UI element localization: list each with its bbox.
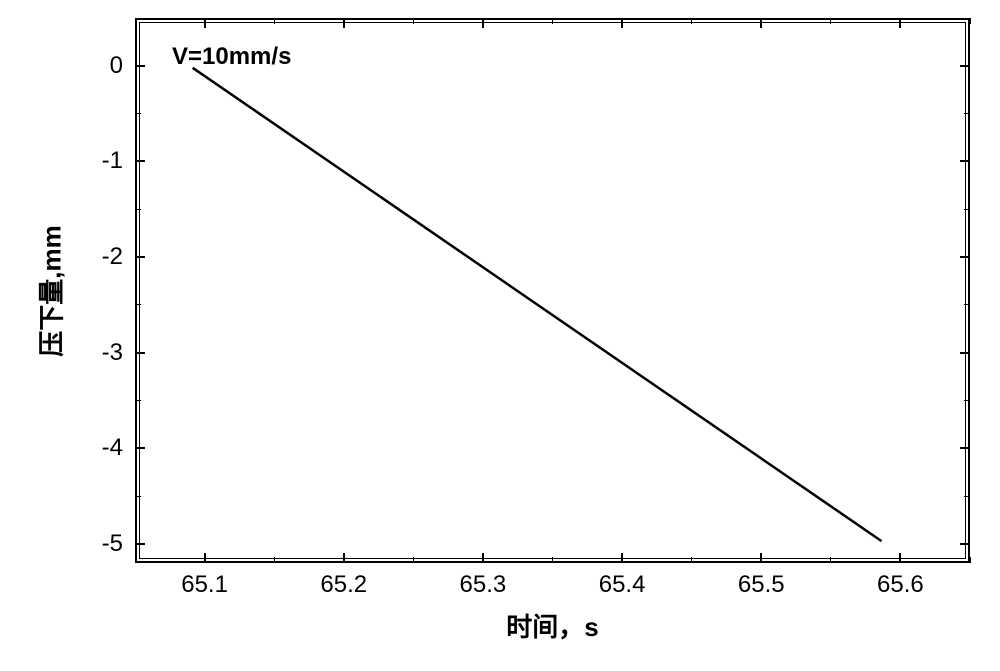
x-tick-minor	[691, 557, 692, 563]
x-tick-major	[204, 553, 206, 563]
x-tick-major-top	[899, 18, 901, 28]
x-tick-minor	[970, 557, 971, 563]
y-tick-minor	[135, 18, 141, 19]
y-tick-label: -5	[102, 530, 123, 558]
y-tick-minor-right	[964, 113, 970, 114]
plot-area: V=10mm/s	[135, 18, 970, 563]
x-tick-minor-top	[691, 18, 692, 24]
x-tick-major-top	[204, 18, 206, 28]
x-tick-label: 65.3	[460, 571, 507, 599]
y-tick-label: -4	[102, 434, 123, 462]
y-tick-major-right	[960, 65, 970, 67]
y-tick-major	[135, 543, 145, 545]
x-tick-major	[760, 553, 762, 563]
y-tick-major-right	[960, 447, 970, 449]
y-tick-minor-right	[964, 496, 970, 497]
y-tick-major	[135, 447, 145, 449]
y-tick-label: -1	[102, 147, 123, 175]
x-tick-minor	[552, 557, 553, 563]
x-tick-label: 65.2	[320, 571, 367, 599]
x-tick-minor-top	[274, 18, 275, 24]
x-tick-minor-top	[413, 18, 414, 24]
x-tick-minor	[135, 557, 136, 563]
x-tick-minor	[274, 557, 275, 563]
x-axis-label: 时间，s	[506, 607, 598, 644]
y-tick-major	[135, 256, 145, 258]
y-tick-label: 0	[110, 52, 123, 80]
x-tick-major	[899, 553, 901, 563]
y-tick-minor	[135, 209, 141, 210]
chart-data-line	[137, 20, 972, 565]
x-tick-label: 65.1	[181, 571, 228, 599]
x-tick-minor	[830, 557, 831, 563]
y-tick-major-right	[960, 256, 970, 258]
x-tick-major	[621, 553, 623, 563]
y-tick-label: -2	[102, 243, 123, 271]
x-tick-major-top	[482, 18, 484, 28]
y-tick-minor-right	[964, 209, 970, 210]
x-tick-major-top	[760, 18, 762, 28]
x-tick-major-top	[343, 18, 345, 28]
x-tick-major	[482, 553, 484, 563]
y-tick-major	[135, 65, 145, 67]
x-tick-major-top	[621, 18, 623, 28]
y-tick-major-right	[960, 352, 970, 354]
y-tick-major-right	[960, 543, 970, 545]
x-tick-minor-top	[135, 18, 136, 24]
x-tick-label: 65.6	[877, 571, 924, 599]
x-tick-label: 65.5	[738, 571, 785, 599]
y-tick-major	[135, 352, 145, 354]
y-tick-minor	[135, 496, 141, 497]
y-tick-minor-right	[964, 400, 970, 401]
y-tick-major	[135, 160, 145, 162]
y-tick-minor-right	[964, 304, 970, 305]
y-tick-major-right	[960, 160, 970, 162]
x-tick-minor-top	[970, 18, 971, 24]
y-tick-minor	[135, 113, 141, 114]
x-tick-label: 65.4	[599, 571, 646, 599]
y-tick-label: -3	[102, 339, 123, 367]
x-tick-minor	[413, 557, 414, 563]
y-tick-minor-right	[964, 18, 970, 19]
x-tick-minor-top	[552, 18, 553, 24]
chart-container: V=10mm/s 65.1 65.2 65.3 65.4 65.5 65.6 0 -1 -2 -3…	[0, 0, 1000, 671]
x-tick-major	[343, 553, 345, 563]
y-tick-minor	[135, 400, 141, 401]
y-tick-minor	[135, 304, 141, 305]
x-tick-minor-top	[830, 18, 831, 24]
y-axis-label: 压下量,mm	[32, 225, 69, 356]
